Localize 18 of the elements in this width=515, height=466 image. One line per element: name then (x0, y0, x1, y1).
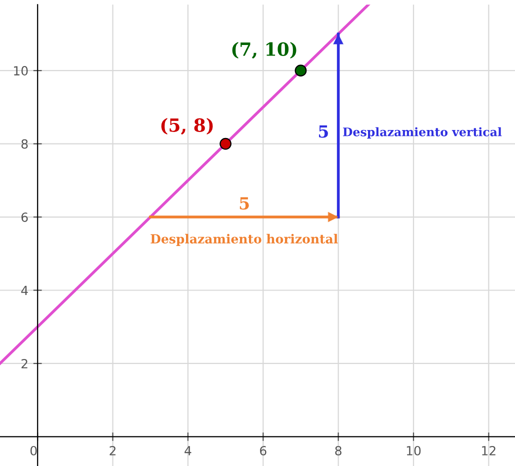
y-tick-label: 8 (21, 139, 28, 149)
x-tick-label: 6 (260, 446, 266, 456)
annotation: (7, 10) (232, 42, 296, 59)
x-tick-label: 12 (482, 446, 496, 456)
annotation: Desplazamiento vertical (343, 127, 502, 139)
annotation: 5 (240, 197, 249, 210)
y-tick-label: 2 (22, 358, 28, 368)
annotation: Desplazamiento horizontal (150, 234, 338, 246)
x-tick-label: 4 (184, 446, 192, 456)
x-tick-label: 2 (110, 446, 116, 456)
annotation: 5 (318, 125, 328, 138)
y-tick-label: 6 (21, 212, 28, 222)
x-tick-label: 0 (30, 446, 37, 456)
x-tick-label: 8 (335, 446, 342, 456)
y-tick-label: 10 (14, 66, 28, 76)
y-tick-label: 4 (21, 286, 28, 295)
annotation: (5, 8) (161, 118, 213, 135)
x-tick-label: 10 (406, 446, 421, 456)
